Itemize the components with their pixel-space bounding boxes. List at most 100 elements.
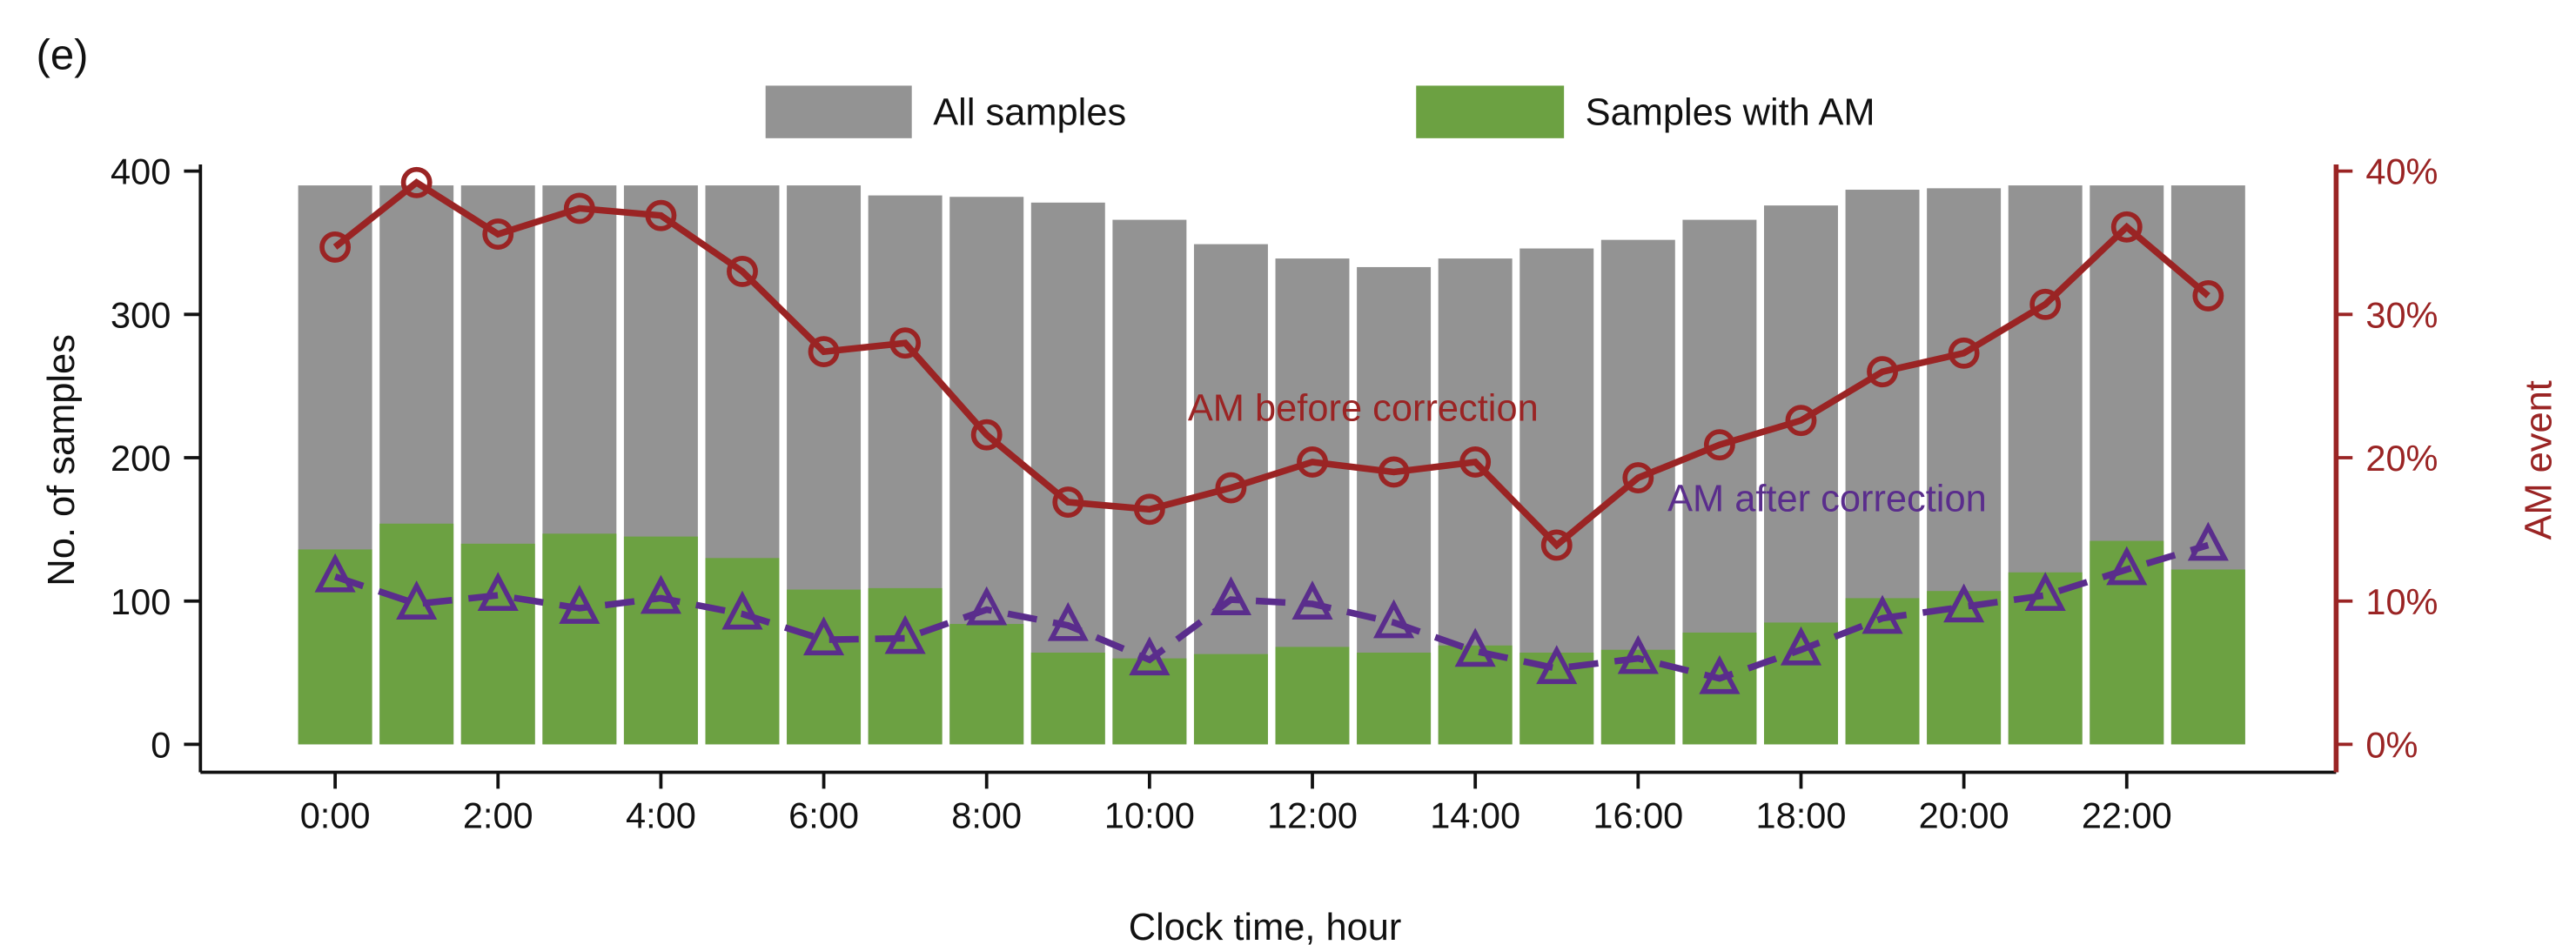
bar-samples-with-am <box>1030 653 1105 745</box>
y-right-tick-label: 40% <box>2365 151 2438 192</box>
marker-am-before <box>1867 356 1898 388</box>
x-tick-label: 2:00 <box>463 795 533 836</box>
bar-samples-with-am <box>379 523 454 745</box>
marker-am-before <box>2110 211 2143 243</box>
marker-am-before <box>1052 486 1084 519</box>
x-tick-label: 4:00 <box>626 795 696 836</box>
marker-am-after <box>1129 636 1171 676</box>
bar-samples-with-am <box>949 624 1024 745</box>
marker-am-after <box>1943 583 1985 623</box>
bar-samples-with-am <box>787 589 862 745</box>
marker-am-before <box>1540 529 1573 561</box>
x-tick-label: 12:00 <box>1267 795 1358 836</box>
marker-am-after <box>1373 599 1415 639</box>
bar-samples-with-am <box>1763 622 1838 745</box>
marker-am-before <box>970 419 1003 451</box>
bar-samples-with-am <box>868 587 943 745</box>
x-tick-label: 0:00 <box>300 795 371 836</box>
marker-am-after <box>1454 627 1496 667</box>
marker-am-after <box>721 590 763 630</box>
marker-am-before <box>400 166 433 198</box>
y-axis-title: No. of samples <box>41 334 83 586</box>
line-am-after-correction <box>333 541 2210 682</box>
marker-am-before <box>889 327 922 359</box>
marker-am-after <box>1291 580 1333 620</box>
marker-am-after <box>1536 645 1578 685</box>
y-axis-right-title: AM event <box>2519 380 2560 540</box>
x-axis-title: Clock time, hour <box>1129 907 1402 945</box>
marker-am-before <box>1948 337 1980 369</box>
legend: All samples Samples with AM <box>765 85 1875 138</box>
marker-am-before <box>319 231 352 263</box>
bar-samples-with-am <box>705 558 780 745</box>
y-tick-label: 400 <box>111 151 171 192</box>
marker-am-before <box>1459 446 1492 478</box>
marker-am-before <box>563 192 595 225</box>
x-tick-label: 10:00 <box>1104 795 1195 836</box>
marker-am-before <box>2029 288 2062 320</box>
y-tick-label: 300 <box>111 294 171 335</box>
marker-am-after <box>2187 521 2229 561</box>
marker-am-after <box>2106 546 2148 586</box>
bar-samples-with-am <box>1927 591 2002 745</box>
bar-samples-with-am <box>542 533 617 745</box>
x-tick-label: 16:00 <box>1593 795 1683 836</box>
bar-samples-with-am <box>1357 653 1432 745</box>
marker-am-after <box>477 572 519 612</box>
x-tick-label: 22:00 <box>2082 795 2172 836</box>
marker-am-after <box>1862 594 1903 634</box>
marker-am-before <box>1378 456 1410 488</box>
marker-am-before <box>1703 429 1735 461</box>
marker-am-before <box>482 218 514 251</box>
bar-samples-with-am <box>1682 632 1757 745</box>
y-right-tick-label: 30% <box>2365 294 2438 335</box>
annotation-am-after: AM after correction <box>1667 478 1987 519</box>
legend-label-samples-with-am: Samples with AM <box>1586 92 1875 134</box>
marker-am-after <box>640 574 681 614</box>
marker-am-after <box>559 585 600 624</box>
marker-am-before <box>2192 279 2224 312</box>
marker-am-before <box>808 336 840 368</box>
x-tick-label: 14:00 <box>1430 795 1520 836</box>
marker-am-before <box>1297 446 1328 478</box>
legend-swatch-samples-with-am <box>1416 85 1565 138</box>
marker-am-before <box>1785 405 1817 437</box>
bar-samples-with-am <box>1438 645 1513 745</box>
y-tick-label: 0 <box>151 725 171 766</box>
legend-label-all-samples: All samples <box>933 92 1126 134</box>
marker-am-after <box>884 614 926 654</box>
bar-samples-with-am <box>623 536 698 745</box>
marker-am-after <box>1780 626 1822 666</box>
marker-am-after <box>1699 654 1741 694</box>
x-tick-label: 8:00 <box>951 795 1022 836</box>
marker-am-after <box>2024 572 2066 612</box>
panel-label: (e) <box>37 32 89 79</box>
marker-am-before <box>645 199 677 231</box>
bar-samples-with-am <box>1193 653 1268 745</box>
marker-am-after <box>966 586 1008 626</box>
annotation-am-before: AM before correction <box>1188 388 1539 430</box>
bar-samples-with-am <box>1845 598 1920 745</box>
x-tick-label: 6:00 <box>788 795 859 836</box>
y-tick-label: 100 <box>111 581 171 622</box>
marker-am-before <box>1215 472 1247 504</box>
marker-am-before <box>1133 493 1165 526</box>
y-tick-label: 200 <box>111 438 171 479</box>
y-right-tick-label: 0% <box>2365 725 2418 766</box>
marker-am-after <box>1210 576 1252 616</box>
bar-samples-with-am <box>2170 569 2245 745</box>
marker-am-after <box>802 616 845 656</box>
marker-am-before <box>1622 462 1654 494</box>
x-tick-label: 20:00 <box>1919 795 2009 836</box>
marker-am-after <box>1617 634 1659 674</box>
y-right-tick-label: 20% <box>2365 438 2438 479</box>
bar-samples-with-am <box>1275 647 1350 745</box>
marker-am-after <box>1047 601 1089 641</box>
marker-am-after <box>396 580 438 620</box>
legend-swatch-all-samples <box>765 85 912 138</box>
x-tick-label: 18:00 <box>1756 795 1847 836</box>
marker-am-before <box>727 255 758 287</box>
y-right-tick-label: 10% <box>2365 581 2438 622</box>
marker-am-after <box>314 553 356 593</box>
